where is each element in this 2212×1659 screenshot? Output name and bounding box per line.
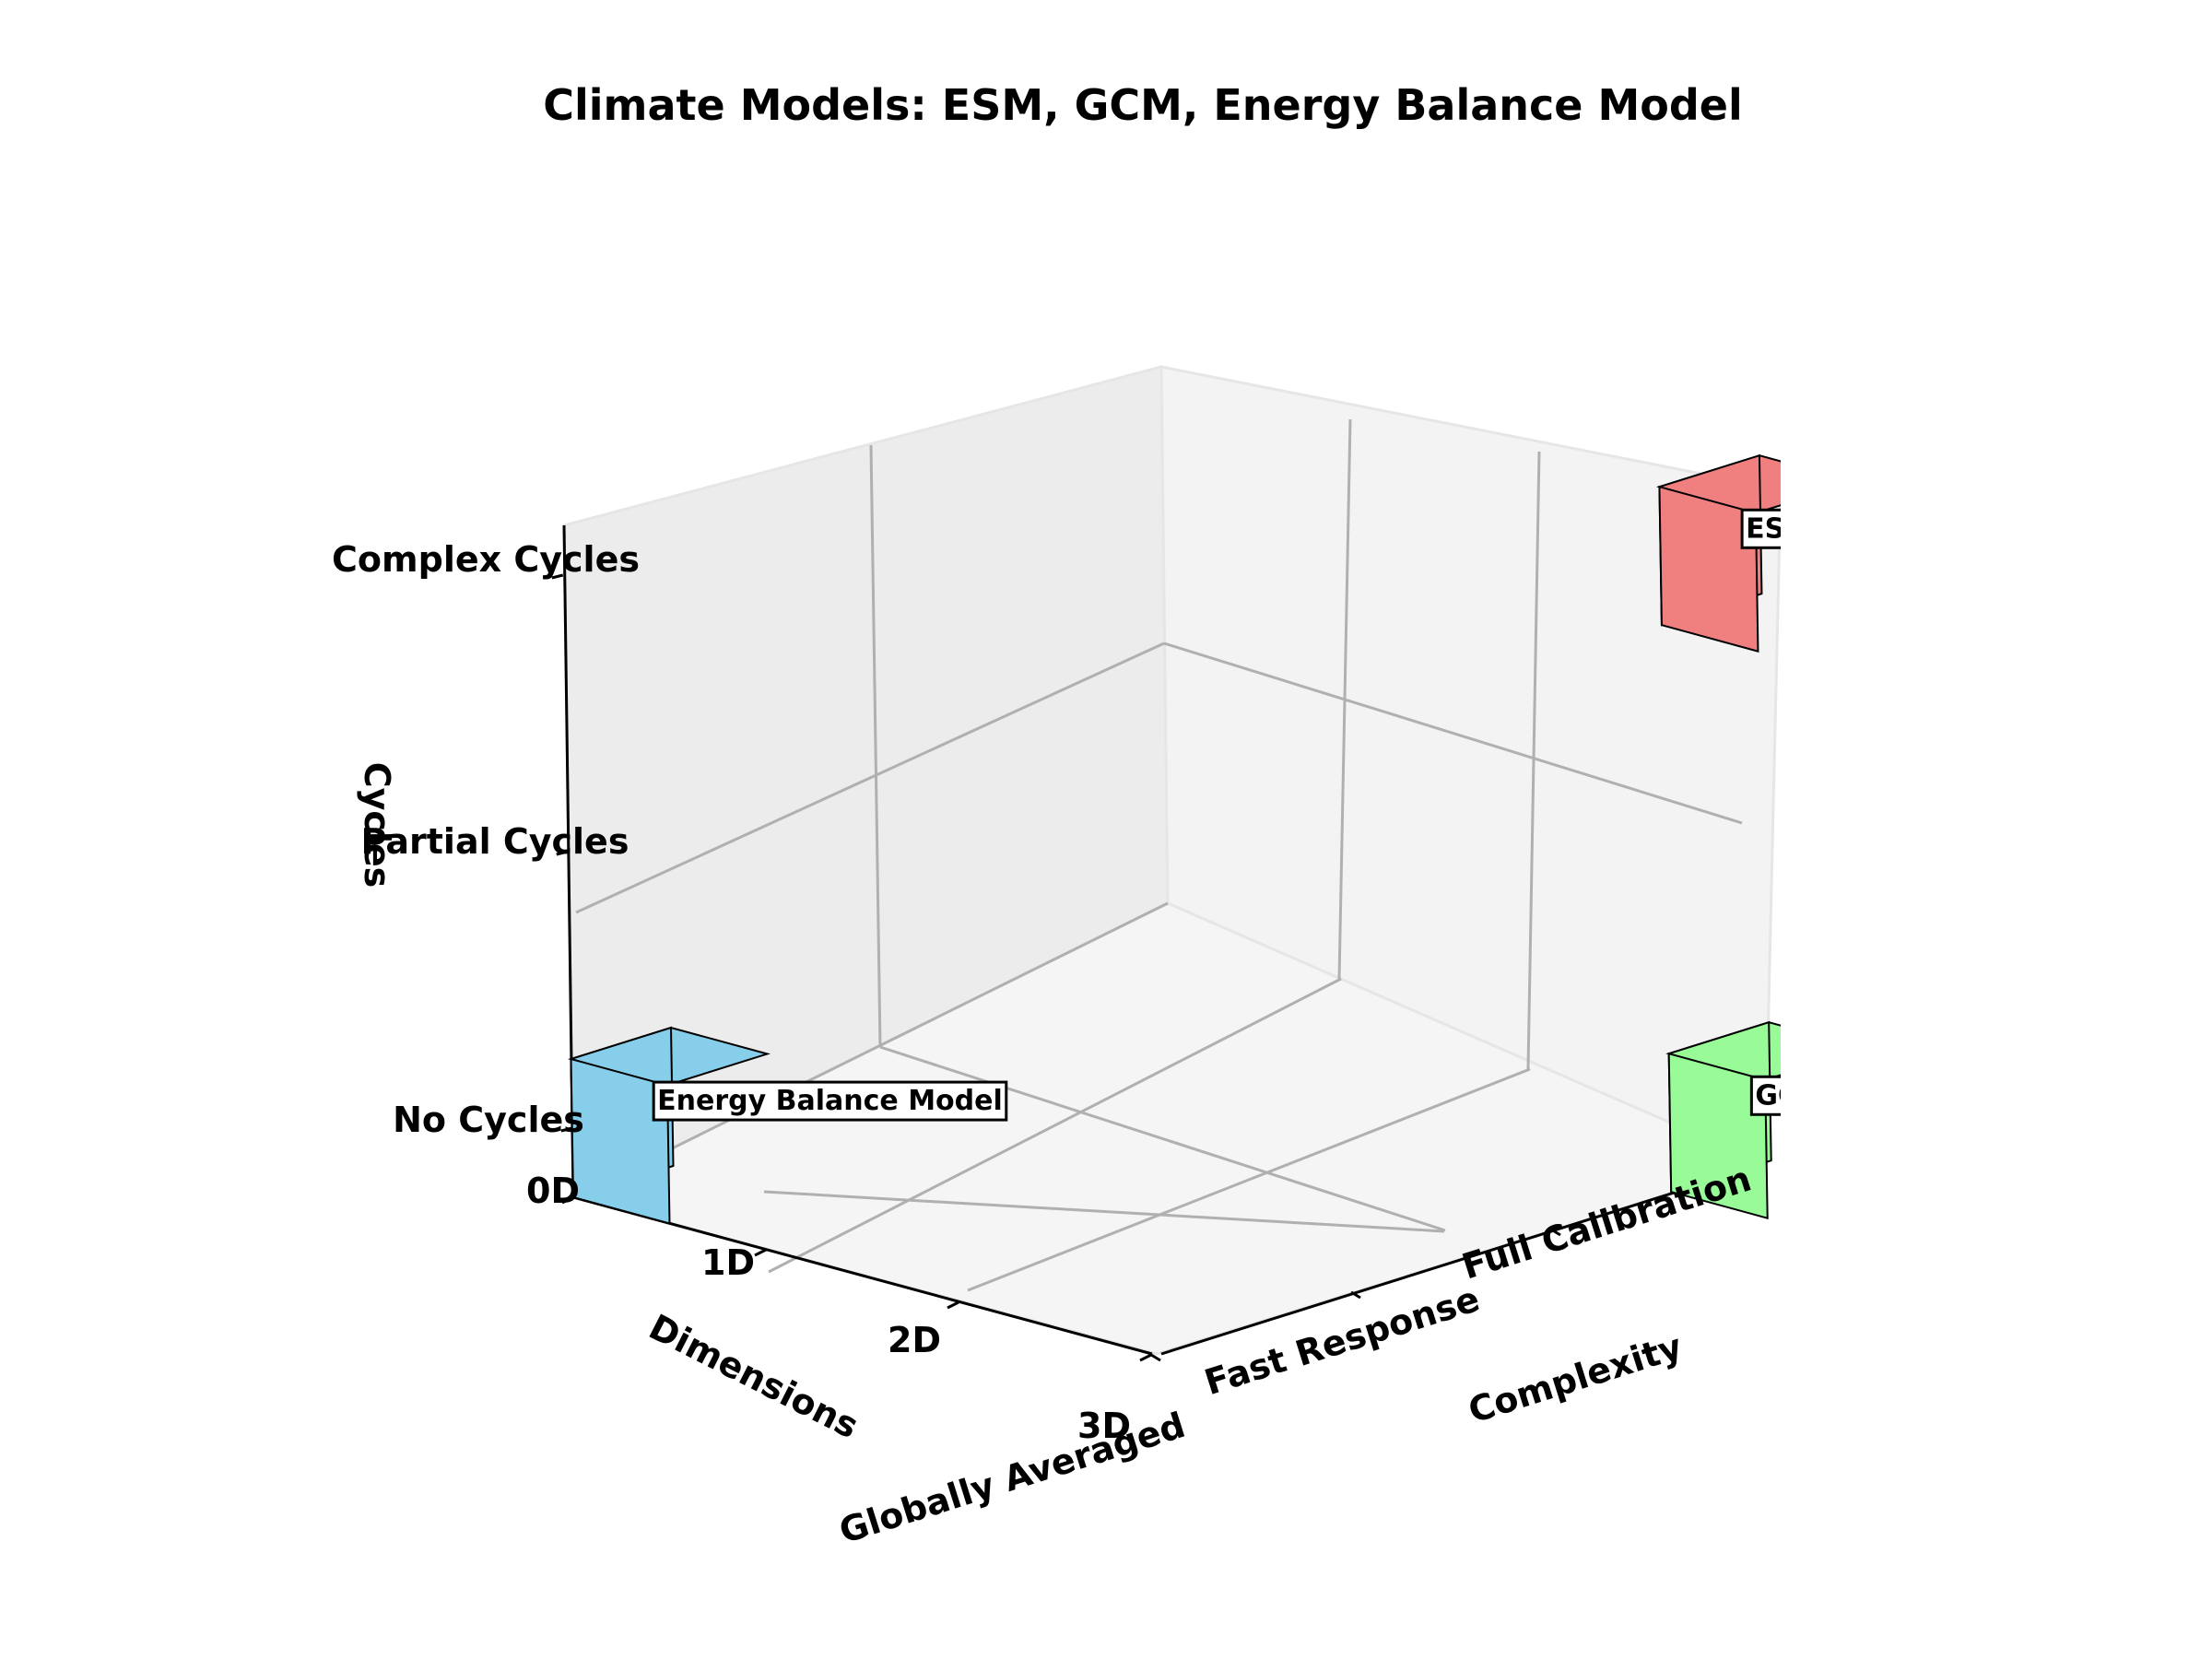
plot-panes [562, 365, 1783, 1356]
z-tick-label: No Cycles [393, 1100, 584, 1140]
tick-mark [561, 1195, 574, 1205]
tick-mark [556, 850, 569, 856]
tick-mark [1139, 1353, 1152, 1362]
tick-mark [754, 1248, 767, 1257]
gridline [869, 444, 882, 1048]
x-tick-label: 2D [888, 1320, 941, 1360]
gridline [879, 1045, 1446, 1232]
model-labels: Energy Balance ModelGCMESM [652, 508, 1831, 1122]
gridline [967, 1067, 1531, 1292]
gridline [1526, 451, 1541, 1070]
y-tick-label: Globally Averaged [834, 1405, 1190, 1551]
model-label: Energy Balance Model [657, 1085, 1003, 1117]
gridline [768, 977, 1342, 1274]
tick-marks [551, 573, 1561, 1362]
tick-mark [947, 1300, 959, 1310]
tick-mark [1550, 1228, 1561, 1237]
model-label-box [652, 1080, 1008, 1122]
gridline [763, 1190, 1445, 1233]
tick-mark [560, 1126, 573, 1133]
figure-right-margin [1781, 0, 2212, 1659]
gridline [575, 641, 1165, 914]
tick-mark [1350, 1290, 1361, 1300]
gridline [1163, 641, 1743, 825]
x-tick-label: 1D [701, 1242, 755, 1283]
x-tick-label: 0D [526, 1171, 580, 1211]
x-tick-label: 3D [1077, 1406, 1131, 1446]
tick-mark [1150, 1353, 1161, 1362]
z-tick-label: Complex Cycles [332, 539, 640, 580]
y-axis-title: Complexity [1464, 1325, 1687, 1430]
x-axis-title: Dimensions [642, 1306, 865, 1446]
y-axis-line [1160, 1162, 1766, 1356]
z-tick-label: Partial Cycles [361, 821, 629, 862]
tick-mark [551, 573, 564, 580]
z-axis-title: Cycles [357, 762, 397, 888]
chart-title: Climate Models: ESM, GCM, Energy Balance… [543, 80, 1743, 130]
